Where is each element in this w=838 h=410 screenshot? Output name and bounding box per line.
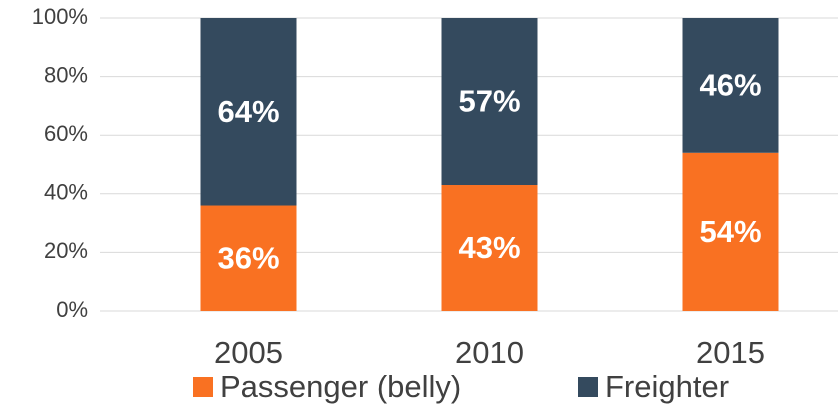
y-tick-label: 60% (44, 121, 88, 146)
x-tick-label: 2010 (455, 335, 524, 370)
legend-label: Passenger (belly) (220, 369, 461, 404)
data-label: 64% (217, 94, 279, 129)
x-tick-label: 2005 (214, 335, 283, 370)
bar-segment (682, 18, 779, 153)
bar-segment (200, 205, 297, 311)
legend-swatch (193, 377, 213, 397)
bar-segment (682, 152, 779, 311)
y-tick-label: 0% (56, 297, 88, 322)
y-tick-label: 80% (44, 62, 88, 87)
bar-segment (200, 18, 297, 206)
x-tick-label: 2015 (696, 335, 765, 370)
data-label: 57% (458, 84, 520, 119)
data-label: 54% (699, 214, 761, 249)
y-tick-label: 100% (32, 4, 88, 29)
data-label: 46% (699, 68, 761, 103)
bar-segment (441, 185, 538, 311)
legend-label: Freighter (605, 369, 729, 404)
bar-segment (441, 18, 538, 186)
data-label: 36% (217, 240, 279, 275)
y-tick-label: 40% (44, 180, 88, 205)
legend-swatch (578, 377, 598, 397)
data-label: 43% (458, 230, 520, 265)
y-tick-label: 20% (44, 238, 88, 263)
